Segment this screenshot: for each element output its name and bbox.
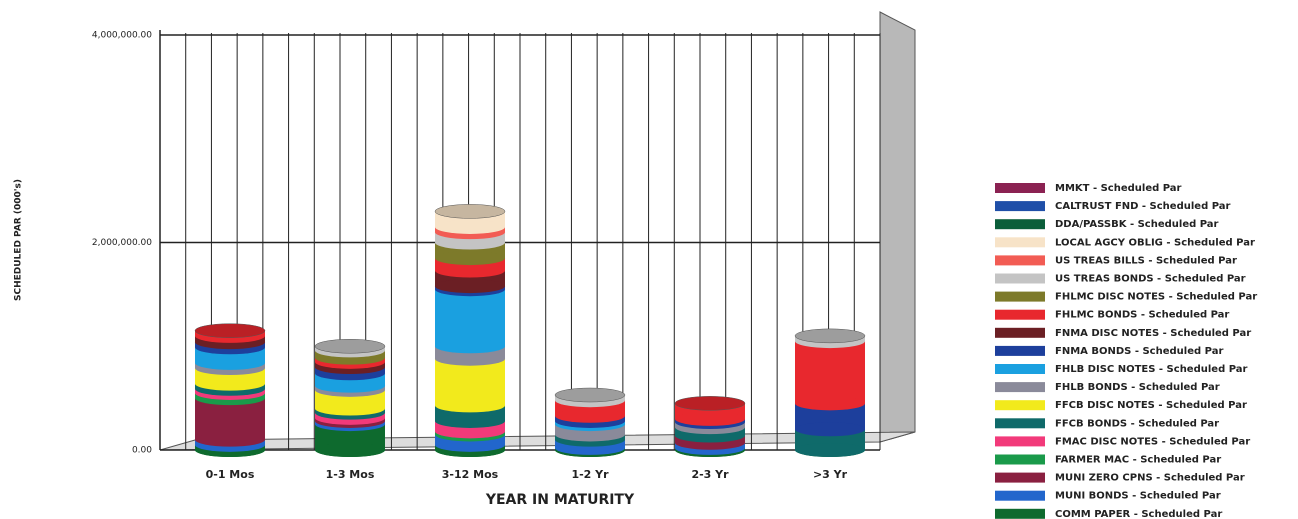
x-tick-label: 2-3 Yr: [691, 468, 729, 481]
legend-label: FNMA BONDS - Scheduled Par: [1055, 346, 1223, 357]
legend-swatch: [995, 382, 1045, 393]
segment-bottom: [795, 443, 865, 457]
legend-swatch: [995, 291, 1045, 302]
bar-segment: [795, 341, 865, 404]
cylinder-cap: [554, 387, 626, 403]
segment-bottom: [555, 408, 625, 423]
legend-label: FNMA DISC NOTES - Scheduled Par: [1055, 328, 1251, 339]
legend-label: MMKT - Scheduled Par: [1055, 183, 1182, 194]
segment-bottom: [795, 422, 865, 437]
legend-swatch: [995, 400, 1045, 411]
segment-bottom: [435, 279, 505, 294]
legend-label: FMAC DISC NOTES - Scheduled Par: [1055, 436, 1250, 447]
x-axis-title: YEAR IN MATURITY: [485, 492, 635, 508]
legend-swatch: [995, 418, 1045, 429]
legend-swatch: [995, 508, 1045, 519]
legend-swatch: [995, 364, 1045, 374]
segment-bottom: [675, 411, 745, 426]
segment-bottom: [555, 427, 625, 442]
legend-swatch: [995, 237, 1045, 248]
legend-swatch: [995, 454, 1045, 465]
legend-label: FHLMC DISC NOTES - Scheduled Par: [1055, 292, 1257, 303]
cylinder-cap: [194, 323, 266, 338]
segment-bottom: [315, 378, 385, 393]
y-tick-label: 0.00: [132, 446, 152, 456]
legend-label: FARMER MAC - Scheduled Par: [1055, 455, 1221, 466]
legend-label: FFCB DISC NOTES - Scheduled Par: [1055, 400, 1247, 411]
segment-bottom: [315, 443, 385, 457]
legend-swatch: [995, 472, 1045, 483]
cylinder-cap: [674, 396, 746, 411]
x-tick-label: 1-3 Mos: [326, 468, 375, 481]
legend-label: DDA/PASSBK - Scheduled Par: [1055, 219, 1219, 230]
side-wall: [879, 11, 916, 443]
cylinder-cap: [434, 204, 506, 219]
segment-bottom: [435, 235, 505, 250]
legend-label: US TREAS BILLS - Scheduled Par: [1055, 255, 1237, 266]
legend-swatch: [995, 255, 1045, 266]
legend-label: US TREAS BONDS - Scheduled Par: [1055, 274, 1246, 285]
x-tick-label: >3 Yr: [813, 468, 848, 481]
legend-label: COMM PAPER - Scheduled Par: [1055, 509, 1222, 519]
legend-swatch: [995, 309, 1045, 320]
y-tick-label: 2,000,000.00: [92, 238, 152, 248]
legend-label: MUNI ZERO CPNS - Scheduled Par: [1055, 473, 1245, 484]
legend-swatch: [995, 327, 1045, 338]
segment-bottom: [435, 398, 505, 413]
segment-bottom: [195, 432, 265, 447]
segment-bottom: [435, 437, 505, 452]
segment-bottom: [435, 219, 505, 234]
y-axis-title: SCHEDULED PAR (000's): [14, 179, 24, 301]
segment-bottom: [435, 424, 505, 439]
legend-swatch: [995, 273, 1045, 284]
legend-swatch: [995, 219, 1045, 230]
legend-label: FFCB BONDS - Scheduled Par: [1055, 418, 1219, 429]
segment-bottom: [315, 401, 385, 416]
segment-bottom: [795, 396, 865, 411]
legend-swatch: [995, 490, 1045, 501]
y-tick-label: 4,000,000.00: [92, 31, 152, 41]
legend-label: FHLB DISC NOTES - Scheduled Par: [1055, 364, 1248, 375]
segment-bottom: [195, 355, 265, 370]
legend-label: FHLB BONDS - Scheduled Par: [1055, 382, 1220, 393]
segment-bottom: [435, 263, 505, 278]
segment-bottom: [435, 413, 505, 428]
legend-swatch: [995, 345, 1045, 356]
legend-swatch: [995, 201, 1045, 212]
legend-label: MUNI BONDS - Scheduled Par: [1055, 491, 1221, 502]
segment-bottom: [195, 376, 265, 391]
x-tick-label: 3-12 Mos: [442, 468, 499, 481]
cylinder-cap: [794, 328, 866, 344]
segment-bottom: [435, 351, 505, 366]
legend-label: FHLMC BONDS - Scheduled Par: [1055, 310, 1229, 321]
legend-label: LOCAL AGCY OBLIG - Scheduled Par: [1055, 237, 1255, 248]
x-tick-label: 0-1 Mos: [206, 468, 255, 481]
segment-bottom: [435, 339, 505, 354]
cylinder-cap: [314, 339, 386, 354]
bar-segment: [435, 358, 505, 406]
legend-swatch: [995, 436, 1045, 447]
legend-swatch: [995, 183, 1045, 193]
legend-label: CALTRUST FND - Scheduled Par: [1055, 201, 1231, 212]
bar-segment: [435, 289, 505, 347]
segment-bottom: [435, 251, 505, 266]
x-tick-label: 1-2 Yr: [571, 468, 609, 481]
